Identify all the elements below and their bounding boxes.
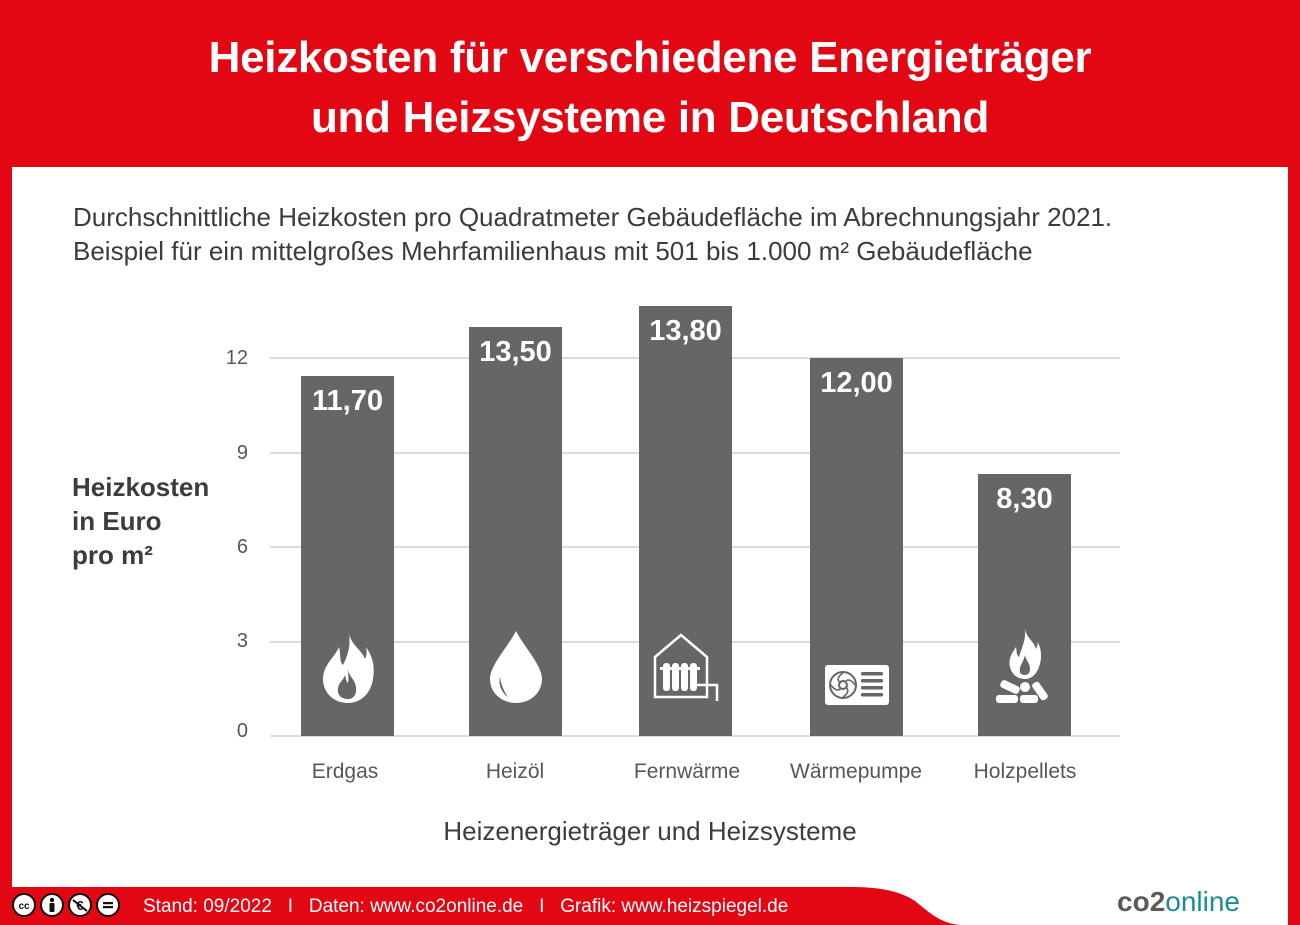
bar-heizoel: 13,50 — [469, 327, 562, 736]
cc-icon: cc — [12, 893, 36, 917]
footer-background — [0, 887, 1300, 925]
x-tick-holzpellets: Holzpellets — [973, 760, 1077, 783]
y-tick: 9 — [236, 442, 248, 464]
license-icons: cc € — [12, 893, 120, 917]
svg-text:cc: cc — [18, 901, 30, 912]
bar-holzpellets: 8,30 — [978, 474, 1071, 736]
x-tick-fernwaerme: Fernwärme — [633, 760, 741, 783]
heat-pump-icon — [824, 665, 889, 710]
header-band — [0, 0, 1300, 167]
bar-value-label: 13,80 — [649, 315, 722, 347]
title-line-2: und Heizsysteme in Deutschland — [310, 93, 990, 142]
logo-two: 2 — [1149, 886, 1166, 917]
chart-subtitle: Durchschnittliche Heizkosten pro Quadrat… — [73, 200, 1112, 268]
bar-erdgas: 11,70 — [301, 376, 394, 736]
y-axis-label-line-2: in Euro — [72, 506, 162, 536]
x-axis-label: Heizenergieträger und Heizsysteme — [443, 816, 857, 846]
subtitle-line-2: Beispiel für ein mittelgroßes Mehrfamili… — [73, 236, 1033, 266]
pellet-fire-icon — [994, 627, 1056, 710]
house-radiator-icon — [653, 631, 719, 706]
logo-online: online — [1165, 886, 1240, 917]
bar-waermepumpe: 12,00 — [810, 358, 903, 736]
y-tick: 12 — [225, 347, 248, 369]
logo-co: co — [1117, 886, 1150, 917]
bar-value-label: 12,00 — [820, 367, 893, 399]
bar-value-label: 13,50 — [479, 336, 552, 368]
co2online-logo: co2online — [1117, 886, 1240, 918]
nc-icon: € — [68, 893, 92, 917]
nd-icon — [96, 893, 120, 917]
footer-credits: Stand: 09/2022 I Daten: www.co2online.de… — [143, 896, 789, 917]
gridline-0 — [270, 735, 1120, 737]
oil-drop-icon — [488, 629, 544, 710]
y-axis-label-line-3: pro m² — [72, 540, 153, 570]
flame-icon — [321, 631, 375, 710]
x-tick-waermepumpe: Wärmepumpe — [790, 760, 922, 783]
bar-fernwaerme: 13,80 — [639, 306, 732, 736]
chart-title: Heizkosten für verschiedene Energieträge… — [0, 28, 1300, 148]
y-tick: 6 — [236, 536, 248, 558]
x-tick-heizoel: Heizöl — [485, 760, 545, 783]
y-axis-label-line-1: Heizkosten — [72, 472, 210, 502]
y-tick: 0 — [236, 720, 248, 742]
footer — [0, 887, 1300, 925]
bar-value-label: 8,30 — [996, 483, 1053, 515]
subtitle-line-1: Durchschnittliche Heizkosten pro Quadrat… — [73, 202, 1113, 232]
title-line-1: Heizkosten für verschiedene Energieträge… — [208, 33, 1092, 82]
y-tick: 3 — [236, 630, 248, 652]
by-icon — [40, 893, 64, 917]
x-tick-erdgas: Erdgas — [311, 760, 379, 783]
y-axis-label: Heizkosten in Euro pro m² — [72, 470, 209, 572]
bar-value-label: 11,70 — [312, 385, 383, 417]
